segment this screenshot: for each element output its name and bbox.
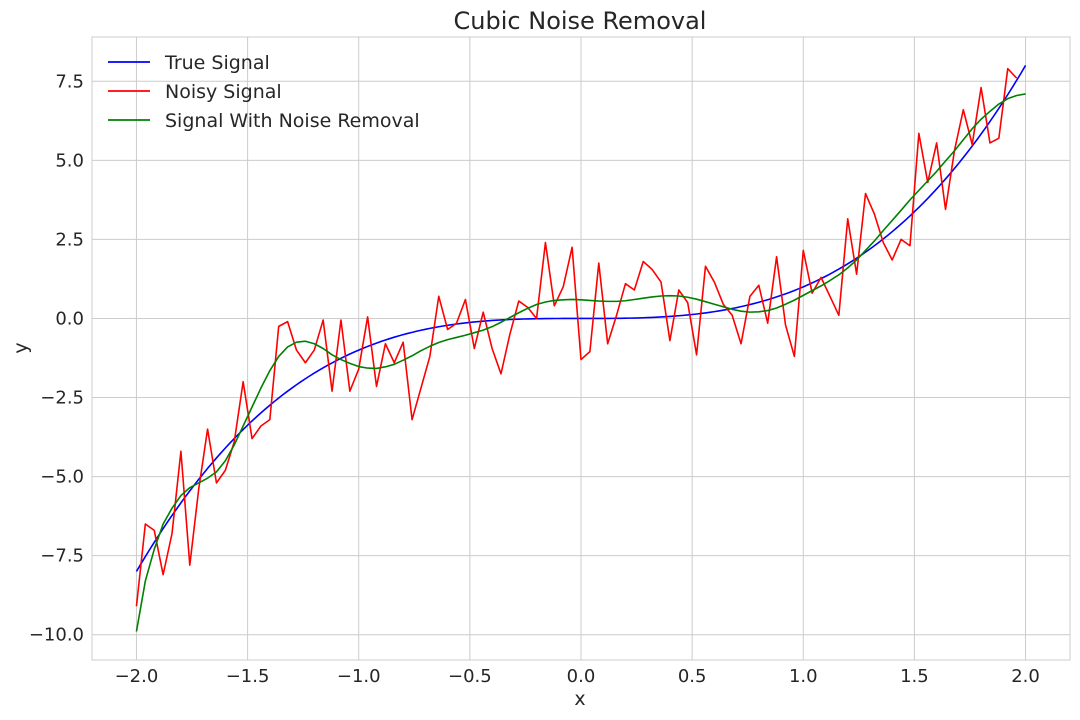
legend-label: Signal With Noise Removal [165,110,420,132]
x-tick-label: 1.5 [900,666,929,687]
x-tick-label: −2.0 [115,666,159,687]
series-line-true-signal [135,65,1027,572]
x-tick-label: −1.5 [226,666,270,687]
y-tick-label: −2.5 [40,388,84,409]
series-line-signal-with-noise-removal [135,93,1026,632]
x-tick-label: 2.0 [1011,666,1040,687]
y-tick-label: 5.0 [55,150,84,171]
x-tick-label: −0.5 [448,666,492,687]
legend-label: Noisy Signal [165,81,282,103]
x-tick-label: 0.5 [678,666,707,687]
y-tick-label: 0.0 [55,308,84,329]
x-tick-label: 0.0 [567,666,596,687]
series-line-noisy-signal [135,67,1018,607]
y-tick-label: −10.0 [29,625,84,646]
legend-label: True Signal [164,52,270,74]
y-tick-label: 7.5 [55,71,84,92]
series-group [135,65,1027,632]
x-axis-label: x [574,688,585,710]
y-tick-labels: −10.0 −7.5 −5.0 −2.5 0.0 2.5 5.0 7.5 [29,71,84,645]
x-tick-label: 1.0 [789,666,818,687]
plot-frame [91,36,1071,661]
y-tick-label: 2.5 [55,229,84,250]
x-tick-labels: −2.0 −1.5 −1.0 −0.5 0.0 0.5 1.0 1.5 2.0 [115,666,1040,687]
y-axis-label: y [10,342,32,353]
legend: True Signal Noisy Signal Signal With Noise… [108,52,420,132]
y-tick-label: −5.0 [40,467,84,488]
y-tick-label: −7.5 [40,546,84,567]
chart-title: Cubic Noise Removal [454,7,707,35]
x-tick-label: −1.0 [337,666,381,687]
